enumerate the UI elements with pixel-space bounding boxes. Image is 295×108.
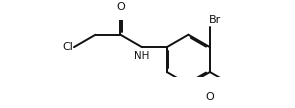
Text: NH: NH xyxy=(134,51,150,61)
Text: Br: Br xyxy=(209,15,222,25)
Text: O: O xyxy=(206,92,214,102)
Text: Cl: Cl xyxy=(62,42,73,52)
Text: O: O xyxy=(116,2,125,12)
